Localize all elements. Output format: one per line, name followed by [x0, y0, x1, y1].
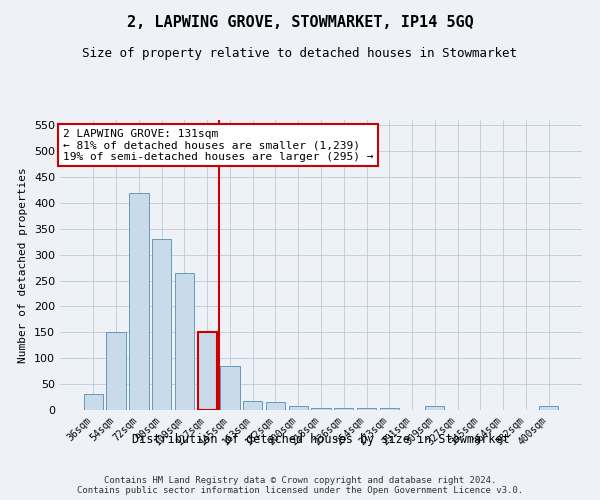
Bar — [539, 406, 558, 410]
Bar — [380, 408, 399, 410]
Text: Contains HM Land Registry data © Crown copyright and database right 2024.
Contai: Contains HM Land Registry data © Crown c… — [77, 476, 523, 495]
Bar — [311, 408, 331, 410]
Bar — [334, 408, 353, 410]
Text: Size of property relative to detached houses in Stowmarket: Size of property relative to detached ho… — [83, 48, 517, 60]
Bar — [175, 273, 194, 410]
Text: 2, LAPWING GROVE, STOWMARKET, IP14 5GQ: 2, LAPWING GROVE, STOWMARKET, IP14 5GQ — [127, 15, 473, 30]
Bar — [357, 408, 376, 410]
Text: 2 LAPWING GROVE: 131sqm
← 81% of detached houses are smaller (1,239)
19% of semi: 2 LAPWING GROVE: 131sqm ← 81% of detache… — [62, 128, 373, 162]
Bar — [129, 192, 149, 410]
Text: Distribution of detached houses by size in Stowmarket: Distribution of detached houses by size … — [132, 432, 510, 446]
Bar — [220, 366, 239, 410]
Bar — [289, 406, 308, 410]
Bar — [84, 394, 103, 410]
Bar — [152, 239, 172, 410]
Bar — [266, 402, 285, 410]
Y-axis label: Number of detached properties: Number of detached properties — [19, 167, 28, 363]
Bar — [197, 332, 217, 410]
Bar — [425, 406, 445, 410]
Bar — [243, 400, 262, 410]
Bar — [106, 332, 126, 410]
